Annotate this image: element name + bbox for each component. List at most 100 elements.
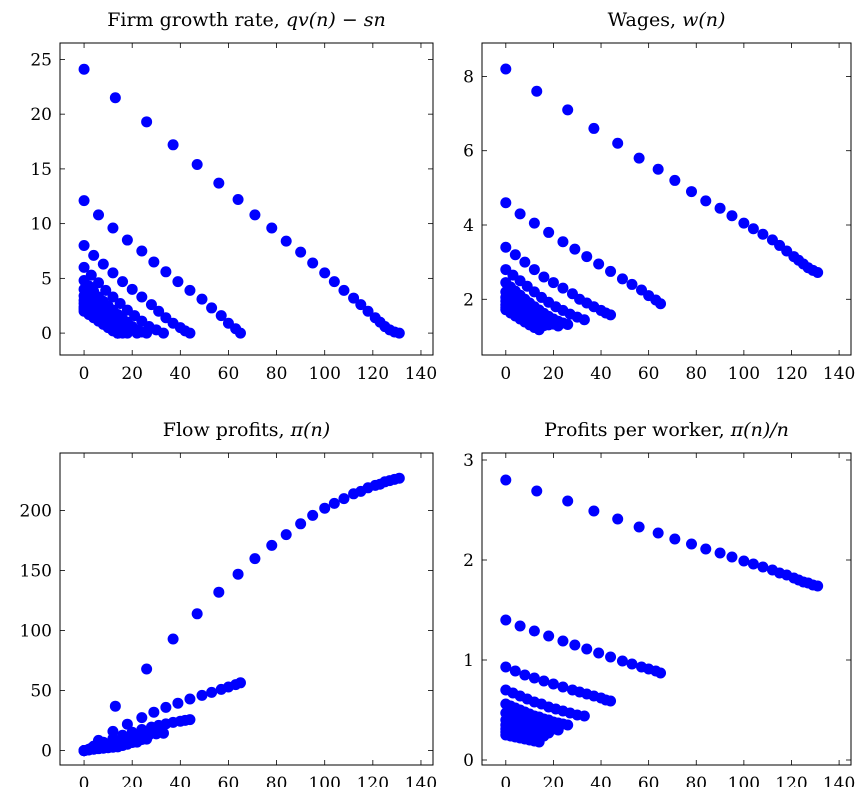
data-point: [514, 208, 526, 220]
data-point: [206, 302, 218, 314]
data-point: [685, 186, 697, 198]
data-point: [552, 320, 564, 332]
x-tick-label: 20: [543, 364, 565, 384]
y-tick-label: 8: [463, 67, 474, 87]
data-point: [78, 261, 90, 273]
data-point: [280, 235, 292, 247]
x-tick-label: 100: [308, 364, 340, 384]
data-point: [184, 284, 196, 296]
y-tick-label: 4: [463, 216, 474, 236]
data-point: [167, 633, 179, 645]
x-tick-label: 120: [357, 774, 389, 787]
data-point: [215, 310, 227, 322]
data-point: [557, 282, 569, 294]
data-point: [605, 265, 617, 277]
y-tick-label: 200: [20, 502, 52, 522]
data-point: [547, 277, 559, 289]
data-point: [552, 724, 564, 736]
data-point: [500, 661, 512, 673]
data-point: [655, 298, 667, 310]
y-tick-label: 6: [463, 142, 474, 162]
data-point: [97, 258, 109, 270]
data-point: [569, 639, 581, 651]
data-point: [557, 236, 569, 248]
data-point: [543, 630, 555, 642]
x-tick-label: 0: [79, 364, 90, 384]
data-point: [109, 92, 121, 104]
data-point: [88, 249, 100, 261]
data-point: [605, 651, 617, 663]
data-point: [538, 271, 550, 283]
data-point: [747, 558, 759, 570]
data-point: [685, 538, 697, 550]
chart-panel-4: Profits per worker, π(n)/n0 20 40 60 80 100 12…: [463, 419, 855, 787]
x-tick-label: 60: [638, 364, 660, 384]
data-point: [726, 210, 738, 222]
data-point: [107, 267, 119, 279]
data-point: [562, 719, 574, 731]
data-point: [626, 278, 638, 290]
data-point: [136, 245, 148, 257]
y-tick-label: 1: [463, 651, 474, 671]
data-point: [196, 689, 208, 701]
data-point: [232, 194, 244, 206]
data-point: [141, 327, 153, 339]
data-point: [500, 63, 512, 75]
x-tick-label: 20: [121, 774, 143, 787]
data-point: [348, 292, 360, 304]
data-point: [714, 547, 726, 559]
data-point: [533, 324, 545, 336]
x-tick-label: 40: [590, 774, 612, 787]
y-tick-label: 2: [463, 551, 474, 571]
x-tick-label: 100: [308, 774, 340, 787]
x-tick-label: 60: [218, 774, 240, 787]
data-point: [569, 243, 581, 255]
plot-frame: [481, 42, 852, 356]
data-point: [700, 195, 712, 207]
y-tick-label: 25: [30, 50, 52, 70]
data-point: [562, 104, 574, 116]
data-point: [196, 293, 208, 305]
x-tick-label: 0: [500, 774, 511, 787]
data-point: [266, 222, 278, 234]
data-point: [362, 305, 374, 317]
data-point: [338, 493, 350, 505]
chart-title-math: π(n): [290, 419, 331, 441]
data-point: [114, 298, 126, 310]
data-point: [581, 251, 593, 263]
data-point: [588, 122, 600, 134]
data-point: [157, 727, 169, 739]
data-point: [191, 608, 203, 620]
x-tick-label: 40: [170, 774, 192, 787]
plot-frame: [481, 452, 852, 766]
data-point: [172, 697, 184, 709]
data-point: [136, 712, 148, 724]
data-point: [557, 635, 569, 647]
y-tick-label: 5: [41, 269, 52, 289]
data-point: [612, 137, 624, 149]
data-point: [93, 209, 105, 221]
data-point: [172, 276, 184, 288]
x-tick-label: 120: [357, 364, 389, 384]
data-point: [812, 580, 824, 592]
y-tick-label: 0: [463, 751, 474, 771]
data-points: [500, 63, 824, 336]
data-point: [528, 672, 540, 684]
data-point: [93, 277, 105, 289]
data-point: [121, 718, 133, 730]
data-point: [533, 736, 545, 748]
chart-title-math: w(n): [682, 9, 725, 31]
data-point: [738, 217, 750, 229]
x-tick-label: 60: [638, 774, 660, 787]
data-point: [234, 327, 246, 339]
x-tick-label: 100: [728, 364, 760, 384]
chart-panel-2: Wages, w(n) 0 20 40 60 80 100 120 140 2 4 6 8: [463, 9, 855, 384]
data-point: [393, 472, 405, 484]
data-point: [78, 240, 90, 252]
data-point: [232, 568, 244, 580]
x-tick-label: 140: [405, 364, 437, 384]
data-point: [266, 539, 278, 551]
x-tick-label: 120: [775, 364, 807, 384]
data-point: [757, 561, 769, 573]
data-point: [100, 284, 112, 296]
